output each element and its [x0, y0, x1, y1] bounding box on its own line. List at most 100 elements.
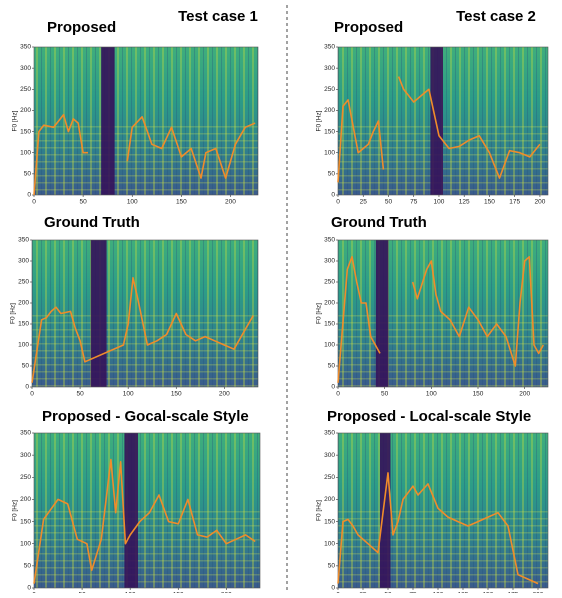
y-tick-label: 250	[18, 279, 29, 286]
y-tick-label: 300	[324, 65, 335, 72]
x-tick-label: 200	[534, 199, 545, 206]
panel-title: Ground Truth	[44, 214, 140, 231]
y-tick-label: 0	[331, 384, 335, 391]
y-tick-label: 250	[20, 86, 31, 93]
x-tick-label: 125	[459, 199, 470, 206]
plot-frame	[337, 432, 549, 589]
x-tick-label: 50	[80, 199, 88, 206]
y-tick-label: 0	[27, 585, 31, 592]
y-tick-label: 150	[324, 518, 335, 525]
f0-contour	[337, 76, 541, 183]
y-tick-label: 0	[25, 384, 29, 391]
y-tick-label: 350	[324, 44, 335, 51]
y-tick-label: 250	[324, 474, 335, 481]
y-tick-label: 350	[18, 237, 29, 244]
x-tick-label: 25	[360, 199, 368, 206]
x-tick-label: 100	[127, 199, 138, 206]
f0-contour	[33, 113, 256, 196]
x-tick-label: 200	[225, 199, 236, 206]
y-tick-label: 300	[324, 258, 335, 265]
x-tick-label: 200	[219, 391, 230, 398]
column-title: Test case 2	[456, 8, 536, 25]
panel-title: Ground Truth	[331, 214, 427, 231]
x-tick-label: 200	[519, 391, 530, 398]
x-tick-label: 150	[176, 199, 187, 206]
x-tick-label: 0	[336, 199, 340, 206]
f0-contour	[337, 256, 545, 383]
y-tick-label: 0	[331, 585, 335, 592]
y-tick-label: 350	[20, 430, 31, 437]
y-tick-label: 300	[324, 452, 335, 459]
silence-band	[380, 433, 391, 588]
y-tick-label: 50	[24, 171, 32, 178]
silence-band	[430, 47, 443, 195]
y-tick-label: 300	[18, 258, 29, 265]
y-axis-label: F0 [Hz]	[316, 303, 323, 324]
y-tick-label: 200	[324, 496, 335, 503]
y-axis-label: F0 [Hz]	[10, 303, 17, 324]
y-tick-label: 100	[20, 540, 31, 547]
y-tick-label: 200	[324, 107, 335, 114]
f0-contour	[33, 458, 256, 584]
y-tick-label: 200	[18, 300, 29, 307]
y-tick-label: 200	[20, 496, 31, 503]
plot-frame	[337, 239, 549, 388]
y-tick-label: 250	[324, 279, 335, 286]
y-tick-label: 50	[328, 171, 336, 178]
y-tick-label: 350	[324, 237, 335, 244]
y-tick-label: 300	[20, 65, 31, 72]
x-tick-label: 100	[434, 199, 445, 206]
x-tick-label: 50	[385, 199, 393, 206]
y-tick-label: 350	[324, 430, 335, 437]
x-tick-label: 150	[484, 199, 495, 206]
x-tick-label: 0	[32, 199, 36, 206]
y-tick-label: 50	[24, 563, 32, 570]
silence-band	[101, 47, 115, 195]
y-axis-label: F0 [Hz]	[316, 500, 323, 521]
y-tick-label: 0	[331, 192, 335, 199]
x-tick-label: 75	[410, 199, 418, 206]
x-tick-label: 50	[381, 391, 389, 398]
y-tick-label: 300	[20, 452, 31, 459]
y-tick-label: 100	[324, 342, 335, 349]
x-tick-label: 100	[123, 391, 134, 398]
x-tick-label: 100	[426, 391, 437, 398]
y-tick-label: 50	[22, 363, 30, 370]
plot-frame	[337, 46, 549, 196]
x-tick-label: 50	[76, 391, 84, 398]
panel-title: Proposed - Gocal-scale Style	[42, 408, 249, 425]
y-tick-label: 150	[20, 128, 31, 135]
x-tick-label: 0	[336, 391, 340, 398]
y-tick-label: 150	[18, 321, 29, 328]
y-tick-label: 100	[324, 149, 335, 156]
spectrogram-texture	[34, 121, 258, 195]
spectrogram-texture	[34, 510, 260, 588]
panel-title: Proposed - Local-scale Style	[327, 408, 531, 425]
panel-title: Proposed	[334, 19, 403, 36]
y-tick-label: 100	[20, 149, 31, 156]
f0-contour	[337, 472, 539, 585]
spectrogram-texture	[32, 313, 258, 387]
y-axis-label: F0 [Hz]	[316, 110, 323, 131]
x-tick-label: 0	[30, 391, 34, 398]
y-axis-label: F0 [Hz]	[12, 110, 19, 131]
spectrogram-texture	[338, 313, 548, 387]
y-tick-label: 350	[20, 44, 31, 51]
y-axis-label: F0 [Hz]	[12, 500, 19, 521]
y-tick-label: 100	[324, 540, 335, 547]
panel-title: Proposed	[47, 19, 116, 36]
y-tick-label: 100	[18, 342, 29, 349]
y-tick-label: 50	[328, 363, 336, 370]
y-tick-label: 0	[27, 192, 31, 199]
x-tick-label: 175	[509, 199, 520, 206]
silence-band	[124, 433, 138, 588]
silence-band	[375, 240, 389, 387]
y-tick-label: 50	[328, 563, 336, 570]
y-tick-label: 200	[324, 300, 335, 307]
plot-frame	[33, 432, 261, 589]
y-tick-label: 150	[324, 321, 335, 328]
y-tick-label: 200	[20, 107, 31, 114]
plot-frame	[31, 239, 259, 388]
y-tick-label: 250	[324, 86, 335, 93]
